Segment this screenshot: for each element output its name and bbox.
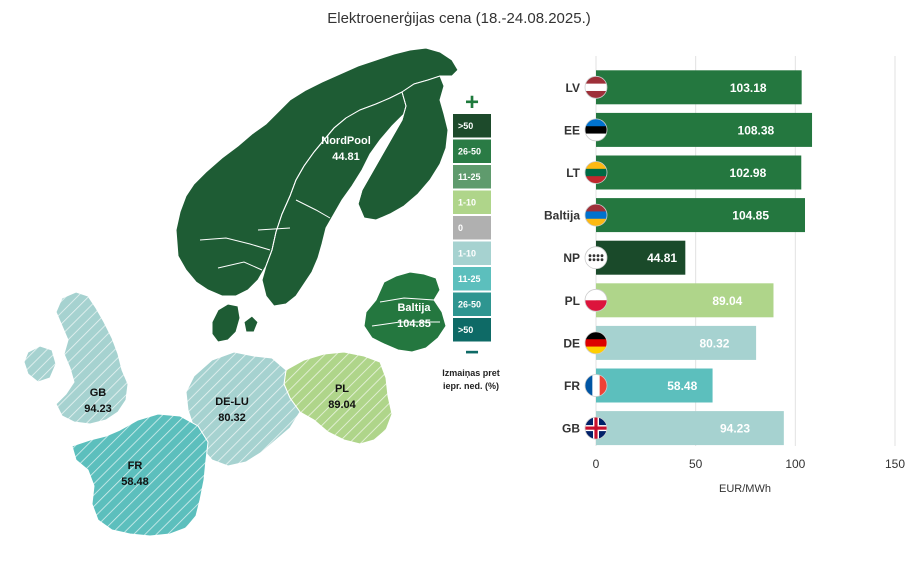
legend-label: 11-25 bbox=[458, 172, 481, 182]
value-label: 104.85 bbox=[732, 209, 769, 223]
value-label: 58.48 bbox=[667, 379, 697, 393]
category-label: LT bbox=[566, 166, 580, 180]
bar bbox=[596, 368, 713, 403]
europe-map: NordPool 44.81 Baltija 104.85 PL 89.04 D… bbox=[23, 47, 500, 537]
category-label: GB bbox=[562, 422, 580, 436]
legend-swatch bbox=[453, 318, 491, 342]
bar bbox=[596, 240, 686, 275]
flag-icon bbox=[584, 246, 608, 270]
bar bbox=[596, 155, 802, 190]
legend-label: 1-10 bbox=[458, 198, 476, 208]
category-label: LV bbox=[566, 81, 580, 95]
bar bbox=[596, 198, 806, 233]
category-label: EE bbox=[564, 123, 580, 137]
chart-title: Elektroenerģijas cena (18.-24.08.2025.) bbox=[327, 10, 591, 27]
legend-label: 11-25 bbox=[458, 274, 481, 284]
legend-swatch bbox=[453, 292, 491, 316]
bar bbox=[596, 411, 784, 446]
map-region-baltija bbox=[363, 271, 447, 353]
legend-caption-line1: Izmaiņas pret bbox=[442, 368, 500, 378]
flag-icon bbox=[584, 118, 608, 142]
legend-swatch bbox=[453, 241, 491, 265]
map-region-fr bbox=[71, 413, 209, 537]
x-axis-ticks: 0 50 100 150 bbox=[593, 457, 906, 471]
legend-label: 26-50 bbox=[458, 147, 481, 157]
bar bbox=[596, 112, 813, 147]
map-borders-nordic bbox=[199, 91, 407, 271]
flag-icon bbox=[584, 416, 608, 440]
map-label-baltija-name: Baltija bbox=[397, 302, 431, 314]
legend-label: 26-50 bbox=[458, 300, 481, 310]
legend-swatch bbox=[453, 139, 491, 163]
map-region-de-lu bbox=[185, 351, 301, 467]
map-label-baltija-value: 104.85 bbox=[397, 318, 431, 330]
x-tick-label: 150 bbox=[885, 457, 905, 471]
legend-swatch bbox=[453, 114, 491, 138]
legend-caption-line2: iepr. ned. (%) bbox=[443, 381, 499, 391]
value-label: 94.23 bbox=[720, 422, 750, 436]
flag-icon bbox=[584, 331, 608, 355]
category-label: FR bbox=[564, 379, 580, 393]
category-label: DE bbox=[563, 336, 580, 350]
map-label-pl-name: PL bbox=[335, 383, 349, 395]
x-tick-label: 100 bbox=[785, 457, 805, 471]
value-label: 89.04 bbox=[712, 294, 742, 308]
x-tick-label: 50 bbox=[689, 457, 703, 471]
map-label-fr-name: FR bbox=[128, 460, 143, 472]
category-label: NP bbox=[563, 251, 580, 265]
x-tick-label: 0 bbox=[593, 457, 600, 471]
map-label-pl-value: 89.04 bbox=[328, 399, 356, 411]
bar bbox=[596, 70, 802, 105]
legend-label: >50 bbox=[458, 325, 473, 335]
map-region-ireland bbox=[23, 345, 57, 383]
flag-icon bbox=[584, 75, 608, 99]
value-label: 102.98 bbox=[730, 166, 767, 180]
map-label-de-lu-value: 80.32 bbox=[218, 412, 246, 424]
bar bbox=[596, 283, 774, 318]
bar bbox=[596, 325, 757, 360]
value-label: 103.18 bbox=[730, 81, 767, 95]
flag-icon bbox=[584, 161, 608, 184]
map-label-fr-value: 58.48 bbox=[121, 476, 149, 488]
legend-swatch bbox=[453, 216, 491, 240]
legend-swatch bbox=[453, 165, 491, 189]
value-label: 108.38 bbox=[738, 123, 775, 137]
map-label-de-lu-name: DE-LU bbox=[215, 396, 249, 408]
flag-icon bbox=[584, 203, 608, 227]
flag-icon bbox=[584, 288, 608, 312]
map-label-gb-name: GB bbox=[90, 387, 107, 399]
map-label-nordpool-value: 44.81 bbox=[332, 151, 360, 163]
legend-swatch bbox=[453, 267, 491, 291]
legend: >50 26-50 11-25 1-10 0 1-10 11-25 26-50 >50 bbox=[453, 114, 491, 342]
map-region-denmark bbox=[211, 303, 259, 343]
x-axis-label: EUR/MWh bbox=[719, 483, 771, 495]
value-label: 80.32 bbox=[699, 336, 729, 350]
legend-plus-sign: + bbox=[465, 89, 479, 116]
legend-swatch bbox=[453, 190, 491, 214]
category-label: Baltija bbox=[544, 209, 580, 223]
legend-label: 0 bbox=[458, 223, 463, 233]
category-label: PL bbox=[565, 294, 580, 308]
legend-label: >50 bbox=[458, 121, 473, 131]
flag-icon bbox=[584, 374, 608, 397]
map-label-gb-value: 94.23 bbox=[84, 403, 112, 415]
legend-minus-sign: − bbox=[465, 339, 479, 366]
map-label-nordpool-name: NordPool bbox=[321, 135, 371, 147]
map-borders-baltija bbox=[371, 297, 440, 327]
legend-label: 1-10 bbox=[458, 249, 476, 259]
map-region-gb bbox=[55, 291, 129, 425]
value-label: 44.81 bbox=[647, 251, 677, 265]
chart-bars: LV 103.18 EE 108.38 LT 102.98 Baltija 104.85 NP 4… bbox=[544, 70, 813, 446]
